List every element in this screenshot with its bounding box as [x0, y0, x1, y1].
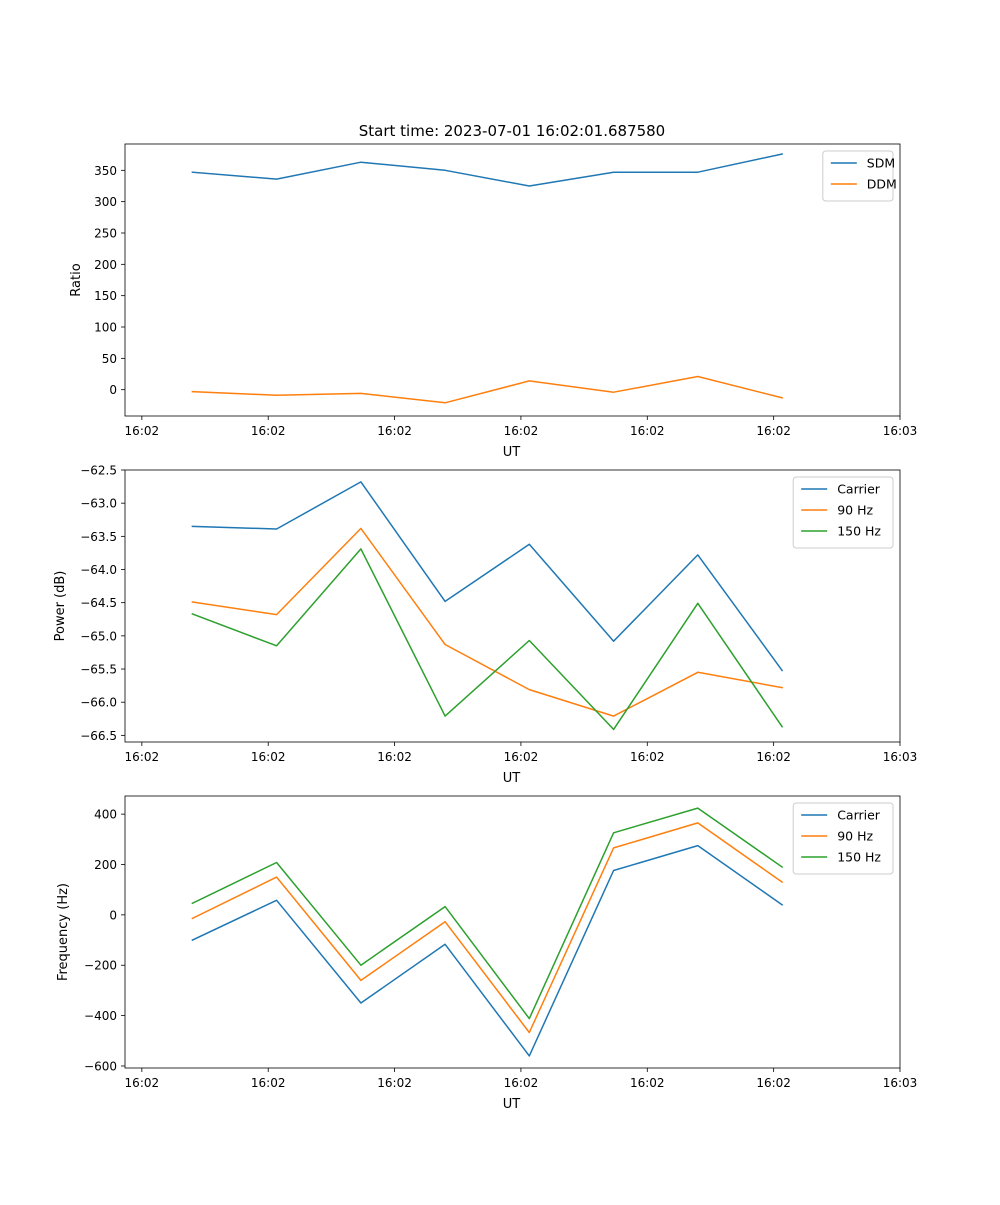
series-line-sdm — [191, 153, 783, 187]
x-tick-label: 16:02 — [251, 424, 286, 438]
y-tick-label: −65.0 — [80, 629, 117, 643]
legend-label-ddm: DDM — [867, 177, 897, 192]
y-tick-label: 400 — [94, 808, 117, 822]
x-tick-label: 16:03 — [883, 750, 918, 764]
x-axis-label: UT — [503, 1097, 521, 1112]
x-tick-label: 16:02 — [377, 1076, 412, 1090]
x-tick-label: 16:02 — [251, 1076, 286, 1090]
series-line-carrier — [191, 481, 784, 672]
legend: Carrier 90 Hz 150 Hz — [792, 476, 894, 549]
y-tick-label: −63.5 — [80, 530, 117, 544]
legend: Carrier 90 Hz 150 Hz — [792, 802, 894, 875]
y-axis-label: Frequency (Hz) — [56, 883, 71, 981]
y-axis-label: Ratio — [69, 263, 84, 296]
y-tick-label: −600 — [84, 1059, 117, 1073]
y-tick-label: 200 — [94, 858, 117, 872]
y-tick-label: 250 — [94, 226, 117, 240]
x-tick-label: 16:02 — [504, 750, 539, 764]
y-tick-label: −63.0 — [80, 497, 117, 511]
y-tick-label: −66.5 — [80, 729, 117, 743]
x-tick-label: 16:02 — [251, 750, 286, 764]
y-tick-label: 0 — [109, 383, 117, 397]
y-axis-label: Power (dB) — [53, 571, 68, 642]
y-tick-label: −64.0 — [80, 563, 117, 577]
legend-label-carrier: Carrier — [837, 808, 881, 823]
plot-area-frame — [124, 469, 901, 743]
x-axis-label: UT — [503, 445, 521, 460]
x-tick-label: 16:02 — [756, 424, 791, 438]
series-line-carrier — [191, 844, 784, 1057]
series-line-90-hz — [191, 527, 783, 717]
legend-label-carrier: Carrier — [837, 482, 881, 497]
plot-area-frame — [124, 143, 901, 417]
y-tick-label: −200 — [84, 959, 117, 973]
y-tick-label: −62.5 — [80, 464, 117, 478]
chart-panel-3: 16:02 16:02 16:02 16:02 16:02 16:02 16:03 400 20… — [56, 795, 918, 1112]
x-tick-label: 16:02 — [504, 1076, 539, 1090]
y-tick-label: −66.0 — [80, 696, 117, 710]
y-tick-label: −64.5 — [80, 596, 117, 610]
x-tick-label: 16:02 — [756, 1076, 791, 1090]
legend-label-90-hz: 90 Hz — [837, 829, 873, 844]
x-tick-label: 16:02 — [125, 1076, 160, 1090]
x-tick-label: 16:02 — [125, 424, 160, 438]
figure-title: Start time: 2023-07-01 16:02:01.687580 — [359, 122, 665, 140]
legend-label-150-hz: 150 Hz — [837, 524, 881, 539]
y-tick-label: 300 — [94, 195, 117, 209]
chart-panel-1: 16:02 16:02 16:02 16:02 16:02 16:02 16:03 0 50 10… — [69, 143, 918, 460]
x-tick-label: 16:03 — [883, 1076, 918, 1090]
y-tick-label: −400 — [84, 1009, 117, 1023]
x-tick-label: 16:02 — [377, 424, 412, 438]
y-tick-label: 0 — [109, 908, 117, 922]
x-tick-label: 16:02 — [630, 750, 665, 764]
legend-label-150-hz: 150 Hz — [837, 850, 881, 865]
series-line-90-hz — [191, 822, 784, 1034]
legend-label-90-hz: 90 Hz — [837, 503, 873, 518]
x-tick-label: 16:02 — [377, 750, 412, 764]
x-tick-label: 16:02 — [504, 424, 539, 438]
y-tick-label: 350 — [94, 164, 117, 178]
x-tick-label: 16:02 — [125, 750, 160, 764]
x-axis-label: UT — [503, 771, 521, 786]
y-tick-label: 200 — [94, 258, 117, 272]
y-tick-label: −65.5 — [80, 663, 117, 677]
legend-label-sdm: SDM — [867, 156, 895, 171]
series-line-ddm — [191, 375, 784, 404]
x-tick-label: 16:02 — [756, 750, 791, 764]
series-line-150-hz — [191, 807, 784, 1020]
series-line-150-hz — [191, 548, 784, 731]
legend: SDM DDM — [822, 150, 897, 202]
x-tick-label: 16:03 — [883, 424, 918, 438]
x-tick-label: 16:02 — [630, 1076, 665, 1090]
plot-area-frame — [124, 795, 901, 1069]
y-tick-label: 100 — [94, 321, 117, 335]
x-tick-label: 16:02 — [630, 424, 665, 438]
chart-panel-2: 16:02 16:02 16:02 16:02 16:02 16:02 16:03 −62.5… — [53, 464, 917, 787]
y-tick-label: 50 — [102, 352, 117, 366]
y-tick-label: 150 — [94, 289, 117, 303]
